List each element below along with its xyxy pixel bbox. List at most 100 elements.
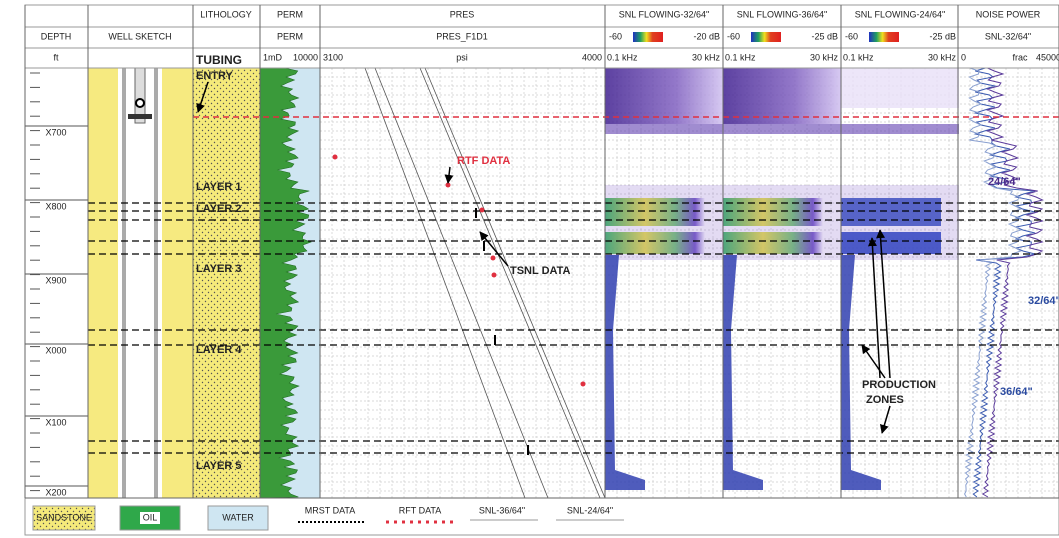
spectrogram-haze [723,185,841,260]
rft-point [445,182,451,188]
rft-point [490,255,496,261]
noise-curve [981,67,1044,498]
annotation: RTF DATA [457,155,510,167]
spectrogram-top [841,68,959,108]
sand-band [88,68,118,498]
header-text: frac [1012,52,1028,62]
header-text: -20 dB [693,31,720,41]
header-text: SNL FLOWING-36/64" [737,9,827,19]
header-text: 0.1 kHz [607,52,638,62]
spectrogram-mid [723,124,841,134]
spectrogram-top [723,68,841,124]
depth-label: X900 [45,275,66,285]
color-scale [633,32,663,42]
arrow [479,231,509,267]
pressure-line [419,67,601,499]
legend-swatch [32,505,96,531]
tubing-end [135,98,145,108]
arrow [879,405,891,434]
arrow [861,344,886,379]
legend-text: WATER [222,512,254,522]
header-text: PRES [450,9,475,19]
perm-curve [259,67,312,499]
depth-label: X000 [45,345,66,355]
header-text: SNL FLOWING-24/64" [855,9,945,19]
tracks: X700 X800 X900 X000 X100 X200 SNL FLOWING-32/6… [24,4,1059,499]
header-text: -25 dB [929,31,956,41]
legend-text: OIL [143,512,158,522]
header-text: DEPTH [41,31,72,41]
rft-point [479,207,485,213]
spectrogram-top [605,68,723,124]
header-text: -60 [845,31,858,41]
layer-label: LAYER 4 [196,344,242,356]
header-text: PERM [277,31,303,41]
header-text: -25 dB [811,31,838,41]
layer-label: LAYER 2 [196,203,241,215]
depth-label: X700 [45,127,66,137]
layer-label: LAYER 3 [196,263,241,275]
arrow [444,166,454,184]
depth-label: X800 [45,201,66,211]
header-text: NOISE POWER [976,9,1041,19]
depth-label: X100 [45,417,66,427]
header-text: 0 [961,52,966,62]
header-text: PERM [277,9,303,19]
annotation: TUBING [196,53,242,67]
spectrogram-mid [841,124,959,134]
spectrogram-band [605,232,705,254]
header-text: 4000 [582,52,602,62]
header-text: 10000 [293,52,318,62]
color-scale [751,32,781,42]
layer-label: LAYER 1 [196,181,241,193]
header-text: 30 kHz [692,52,721,62]
pressure-line [374,67,549,499]
rft-point [580,381,586,387]
annotation: ZONES [866,394,904,406]
sand-band [162,68,193,498]
header-text: psi [456,52,468,62]
spectrogram-band [841,232,941,254]
spectrogram-edge [723,255,763,490]
packer [128,114,152,119]
spectrogram-edge [841,255,881,490]
arrow [196,81,209,113]
annotation: ENTRY [196,70,234,82]
header-text: LITHOLOGY [200,9,252,19]
header-text: 0.1 kHz [843,52,874,62]
lithology [193,68,260,498]
casing [122,68,126,498]
annotation: 36/64" [1000,386,1033,398]
arrow [867,237,881,379]
legend-swatch [207,505,269,531]
header-text: 30 kHz [810,52,839,62]
annotation: 24/64" [988,176,1021,188]
rft-point [332,154,338,160]
legend-text: SNL-24/64" [567,505,613,515]
header-text: 3100 [323,52,343,62]
legend-label-bg [140,512,160,524]
spectrogram-mid [605,124,723,134]
header-text: -60 [727,31,740,41]
noise-curve [964,67,1023,498]
depth-label: X200 [45,487,66,497]
header-text: 1mD [263,52,283,62]
rft-point [491,272,497,278]
annotation: TSNL DATA [510,265,571,277]
spectrogram-haze [605,185,723,260]
legend-text: SNL-36/64" [479,505,525,515]
legend-text: RFT DATA [399,505,442,515]
header-text: SNL-32/64" [985,31,1031,41]
header-text: -60 [609,31,622,41]
spectrogram-haze [841,185,959,260]
layer-label: LAYER 5 [196,460,241,472]
pressure-line [364,67,526,499]
casing [154,68,158,498]
header-text: SNL FLOWING-32/64" [619,9,709,19]
annotation: PRODUCTION [862,379,936,391]
legend-text: SANDSTONE [36,512,92,522]
header-text: 30 kHz [928,52,957,62]
annotation: 32/64" [1028,295,1059,307]
spectrogram-band [723,232,823,254]
